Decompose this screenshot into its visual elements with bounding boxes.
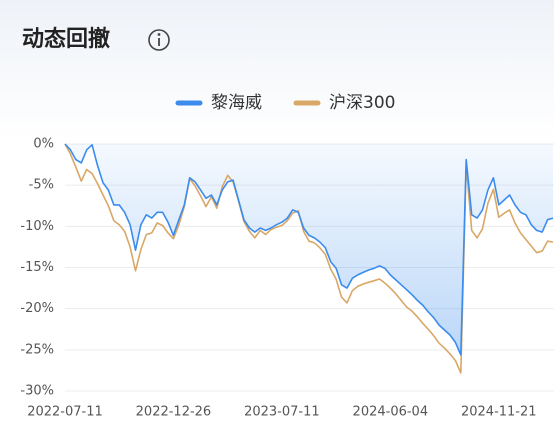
legend-label: 黎海威 <box>211 93 262 113</box>
axes: 0% -5% -10% -15% -20% -25% -30% 2022-07-11 2022-… <box>20 137 536 420</box>
y-tick-label: -30% <box>20 384 54 399</box>
y-tick-label: -5% <box>29 178 54 193</box>
x-tick-label: 2022-12-26 <box>136 405 212 420</box>
y-tick-label: 0% <box>33 137 54 152</box>
info-icon[interactable] <box>148 29 170 51</box>
legend: 黎海威 沪深300 <box>175 93 395 113</box>
x-tick-label: 2023-07-11 <box>244 405 320 420</box>
y-tick-label: -20% <box>20 301 54 316</box>
x-tick-label: 2024-06-04 <box>353 405 429 420</box>
area-fill <box>65 144 553 355</box>
legend-label: 沪深300 <box>329 93 395 113</box>
y-tick-label: -10% <box>20 219 54 234</box>
y-tick-label: -25% <box>20 342 54 357</box>
header-background <box>0 0 554 140</box>
series-line <box>64 143 554 356</box>
chart-title: 动态回撤 <box>22 26 110 52</box>
y-tick-label: -15% <box>20 260 54 275</box>
plot <box>64 143 554 374</box>
x-tick-label: 2022-07-11 <box>27 405 103 420</box>
series-line <box>64 143 554 374</box>
x-tick-label: 2024-11-21 <box>461 405 537 420</box>
